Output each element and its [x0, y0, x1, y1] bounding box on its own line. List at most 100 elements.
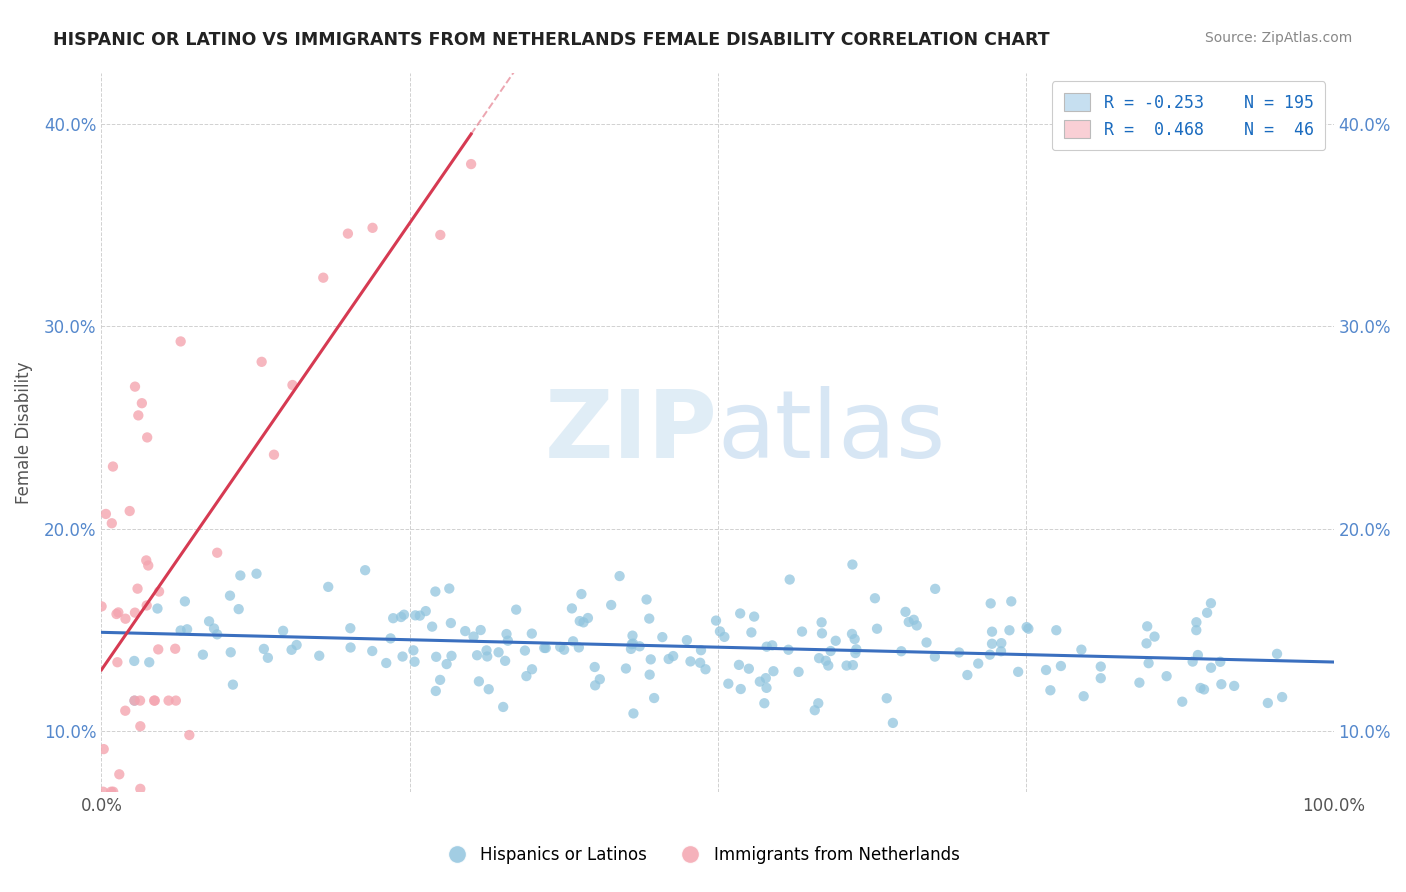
Point	[440, 648, 463, 663]
Point	[520, 626, 543, 640]
Point	[375, 656, 398, 670]
Point	[312, 270, 335, 285]
Point	[257, 650, 280, 665]
Point	[402, 643, 425, 657]
Point	[157, 693, 180, 707]
Point	[876, 691, 898, 706]
Point	[93, 742, 115, 756]
Point	[1090, 671, 1112, 685]
Point	[425, 649, 447, 664]
Point	[143, 693, 166, 707]
Point	[762, 664, 785, 678]
Point	[981, 637, 1004, 651]
Point	[533, 640, 555, 655]
Point	[924, 582, 946, 596]
Point	[392, 607, 415, 622]
Point	[924, 649, 946, 664]
Point	[778, 642, 800, 657]
Point	[1090, 659, 1112, 673]
Point	[844, 646, 866, 660]
Point	[169, 624, 191, 638]
Point	[824, 633, 846, 648]
Point	[890, 644, 912, 658]
Point	[169, 334, 191, 349]
Point	[709, 624, 731, 639]
Point	[148, 642, 170, 657]
Point	[808, 651, 831, 665]
Point	[389, 610, 412, 624]
Point	[281, 378, 304, 392]
Point	[308, 648, 330, 663]
Point	[643, 691, 665, 706]
Point	[488, 645, 510, 659]
Text: Source: ZipAtlas.com: Source: ZipAtlas.com	[1205, 31, 1353, 45]
Point	[787, 665, 810, 679]
Point	[1050, 659, 1073, 673]
Point	[623, 706, 645, 721]
Point	[118, 504, 141, 518]
Point	[1128, 675, 1150, 690]
Point	[222, 678, 245, 692]
Point	[219, 645, 242, 659]
Point	[361, 644, 384, 658]
Point	[662, 648, 685, 663]
Point	[1137, 656, 1160, 670]
Point	[1199, 596, 1222, 610]
Point	[807, 696, 830, 710]
Point	[1039, 683, 1062, 698]
Point	[1070, 642, 1092, 657]
Point	[903, 613, 925, 627]
Point	[494, 654, 516, 668]
Point	[638, 667, 661, 681]
Point	[179, 728, 201, 742]
Point	[790, 624, 813, 639]
Point	[91, 785, 114, 799]
Point	[108, 767, 131, 781]
Point	[905, 618, 928, 632]
Point	[1135, 636, 1157, 650]
Point	[981, 624, 1004, 639]
Point	[129, 719, 152, 733]
Point	[1192, 682, 1215, 697]
Point	[841, 558, 863, 572]
Y-axis label: Female Disability: Female Disability	[15, 361, 32, 504]
Point	[285, 638, 308, 652]
Point	[1189, 681, 1212, 695]
Point	[1000, 594, 1022, 608]
Point	[475, 643, 498, 657]
Point	[124, 694, 146, 708]
Point	[1185, 623, 1208, 637]
Text: HISPANIC OR LATINO VS IMMIGRANTS FROM NETHERLANDS FEMALE DISABILITY CORRELATION : HISPANIC OR LATINO VS IMMIGRANTS FROM NE…	[53, 31, 1050, 49]
Point	[1045, 624, 1067, 638]
Point	[429, 673, 451, 687]
Point	[740, 625, 762, 640]
Point	[897, 615, 920, 629]
Point	[253, 641, 276, 656]
Point	[1136, 619, 1159, 633]
Point	[382, 611, 405, 625]
Point	[205, 627, 228, 641]
Point	[439, 582, 461, 596]
Point	[339, 621, 361, 635]
Point	[380, 632, 402, 646]
Point	[505, 602, 527, 616]
Point	[436, 657, 458, 671]
Point	[676, 633, 699, 648]
Point	[814, 654, 837, 668]
Point	[191, 648, 214, 662]
Point	[1017, 622, 1039, 636]
Point	[174, 594, 197, 608]
Point	[979, 648, 1001, 662]
Point	[228, 602, 250, 616]
Point	[571, 587, 593, 601]
Point	[820, 644, 842, 658]
Point	[361, 220, 384, 235]
Point	[761, 638, 783, 652]
Point	[136, 558, 159, 573]
Point	[271, 624, 294, 638]
Point	[100, 785, 122, 799]
Point	[470, 623, 492, 637]
Point	[114, 612, 136, 626]
Point	[135, 553, 157, 567]
Point	[1171, 695, 1194, 709]
